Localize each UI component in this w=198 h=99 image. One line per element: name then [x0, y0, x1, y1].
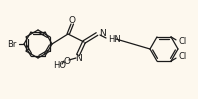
- Text: HN: HN: [108, 34, 121, 43]
- Text: Cl: Cl: [179, 37, 187, 46]
- Text: N: N: [99, 29, 106, 38]
- Text: N: N: [76, 53, 82, 62]
- Text: Cl: Cl: [179, 52, 187, 61]
- Text: O: O: [69, 16, 75, 24]
- Text: O: O: [64, 57, 70, 66]
- Text: HO: HO: [53, 61, 67, 70]
- Text: Br: Br: [7, 40, 17, 49]
